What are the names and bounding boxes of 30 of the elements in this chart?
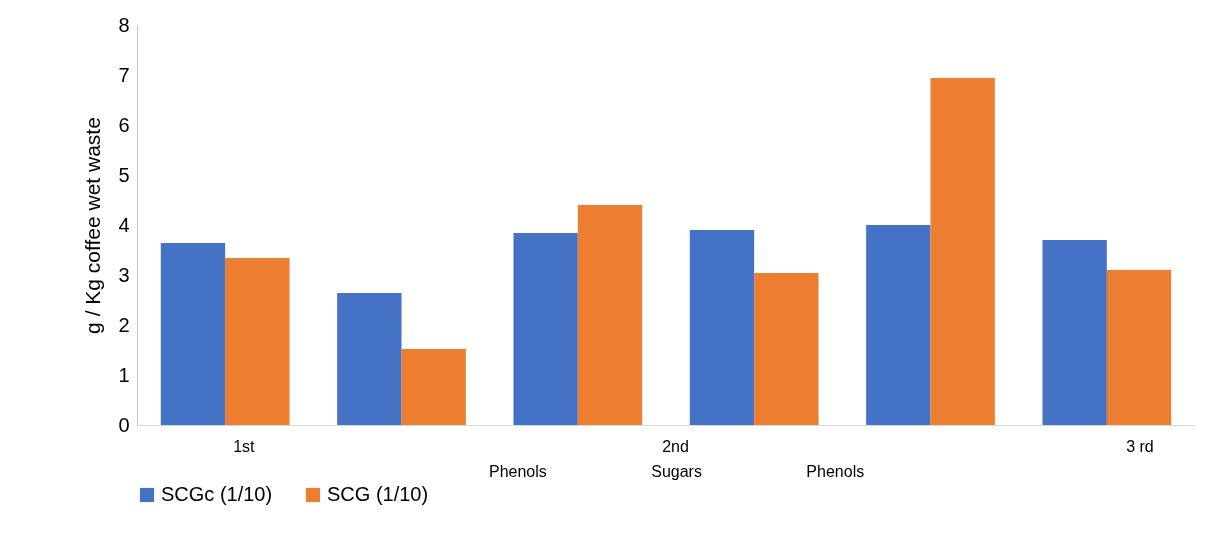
y-axis-title: g / Kg coffee wet waste bbox=[81, 117, 105, 334]
legend-label: SCGc (1/10) bbox=[161, 483, 273, 505]
y-tick-label: 1 bbox=[118, 363, 130, 386]
legend-label: SCG (1/10) bbox=[327, 483, 429, 505]
y-tick-label: 5 bbox=[118, 163, 130, 186]
text: Sugars bbox=[651, 463, 702, 480]
y-tick-label: 6 bbox=[118, 113, 130, 136]
bar bbox=[754, 273, 819, 425]
y-tick-label: 7 bbox=[118, 63, 130, 86]
bar bbox=[577, 205, 643, 425]
y-tick-label: 3 bbox=[118, 263, 130, 286]
bar bbox=[689, 230, 755, 425]
bar bbox=[513, 233, 578, 425]
y-tick-label: 2 bbox=[118, 313, 130, 336]
text: 2nd bbox=[662, 438, 689, 455]
bar bbox=[160, 243, 226, 425]
y-tick-label: 8 bbox=[118, 13, 130, 36]
bar bbox=[337, 293, 402, 425]
bar bbox=[1042, 240, 1107, 425]
y-tick-label: 4 bbox=[118, 213, 130, 236]
text: Phenols bbox=[488, 463, 547, 480]
text: Phenols bbox=[806, 463, 865, 480]
text: 1st bbox=[233, 438, 256, 455]
bar bbox=[1106, 270, 1172, 425]
y-tick-label: 0 bbox=[118, 413, 130, 436]
text: 3 rd bbox=[1126, 438, 1154, 455]
bar bbox=[930, 78, 995, 425]
bar bbox=[401, 349, 466, 425]
bar bbox=[866, 225, 931, 425]
bar bbox=[225, 258, 290, 425]
